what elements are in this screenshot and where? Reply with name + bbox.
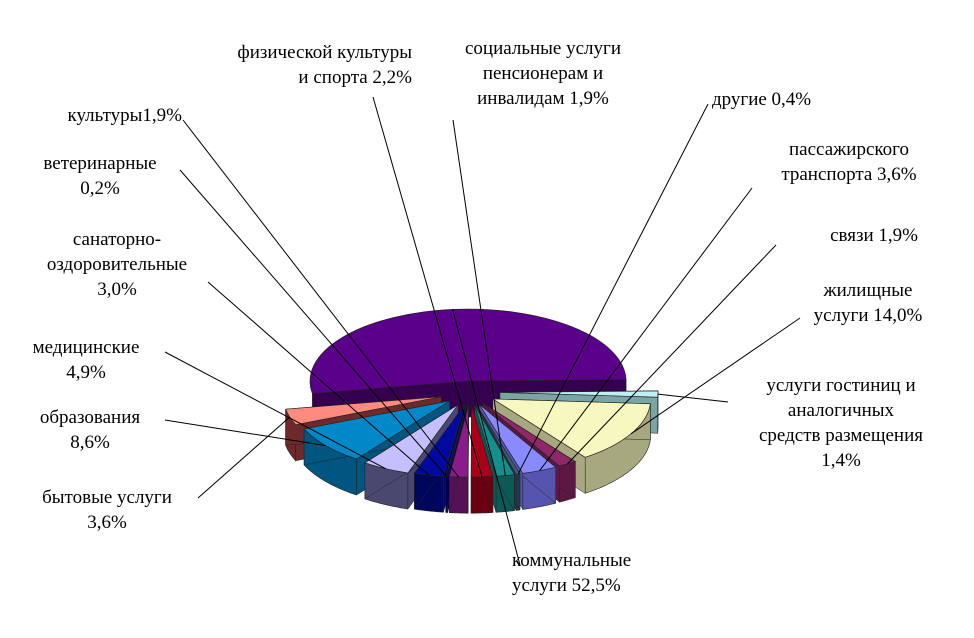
label-passazhirsk: пассажирского транспорта 3,6% bbox=[755, 137, 943, 187]
data-label-line: 4,9% bbox=[66, 362, 106, 383]
leader-line-bytovye bbox=[197, 416, 291, 499]
data-label-line: услуги гостиниц и bbox=[766, 375, 916, 396]
data-label-line: культуры1,9% bbox=[67, 105, 182, 126]
data-label-line: услуги 14,0% bbox=[813, 305, 923, 326]
data-label-line: физической культуры bbox=[237, 42, 412, 63]
slice-svyazi bbox=[482, 402, 577, 467]
data-label-line: инвалидам 1,9% bbox=[477, 88, 609, 109]
leader-line-drugie bbox=[517, 103, 709, 475]
data-label-line: социальные услуги bbox=[464, 38, 621, 59]
leader-line-meditsinskie bbox=[164, 351, 386, 470]
data-label-line: транспорта 3,6% bbox=[781, 164, 917, 185]
leader-line-zhilishchnye bbox=[630, 317, 801, 435]
leader-line-passazhirsk bbox=[539, 187, 753, 472]
label-sanatorno: санаторно-оздоровительные 3,0% bbox=[20, 227, 214, 302]
leader-line-kultura bbox=[182, 119, 459, 478]
leader-line-kommunalnye bbox=[452, 309, 521, 566]
label-svyazi: связи 1,9% bbox=[780, 223, 918, 248]
slice-veterinarnye bbox=[445, 404, 468, 477]
data-label-line: бытовые услуги bbox=[42, 487, 172, 508]
data-label-line: другие 0,4% bbox=[712, 89, 812, 110]
label-sotsialnye: социальные услуги пенсионерам и инвалидам … bbox=[437, 36, 649, 111]
data-label-line: 0,2% bbox=[80, 178, 120, 199]
data-label-line: коммунальные bbox=[512, 550, 632, 571]
leader-line-veterinarnye bbox=[179, 169, 448, 477]
data-label-line: связи 1,9% bbox=[830, 225, 918, 246]
label-meditsinskie: медицинские 4,9% bbox=[6, 335, 166, 385]
label-bytovye: бытовые услуги 3,6% bbox=[18, 485, 196, 535]
label-kultura: культуры1,9% bbox=[20, 103, 182, 128]
data-label-line: санаторно- bbox=[72, 229, 162, 250]
leader-line-fizkultura bbox=[372, 96, 483, 478]
data-label-line: 3,0% bbox=[97, 279, 137, 300]
data-label-line: аналогичных bbox=[787, 400, 895, 421]
leader-line-gostinits bbox=[657, 393, 729, 403]
data-label-line: средств размещения bbox=[758, 425, 923, 446]
leader-line-sanatorno bbox=[207, 281, 430, 476]
data-label-line: медицинские bbox=[32, 337, 140, 358]
data-label-line: оздоровительные bbox=[46, 254, 188, 275]
data-label-line: образования bbox=[39, 407, 141, 428]
data-label-line: пассажирского bbox=[789, 139, 909, 160]
data-label-line: услуги 52,5% bbox=[512, 575, 621, 596]
slice-kultura bbox=[448, 405, 469, 478]
data-label-line: 3,6% bbox=[87, 512, 127, 533]
label-obrazovaniya: образования 8,6% bbox=[20, 405, 160, 455]
label-drugie: другие 0,4% bbox=[712, 87, 811, 112]
data-label-line: и спорта 2,2% bbox=[298, 67, 412, 88]
label-veterinarnye: ветеринарные 0,2% bbox=[20, 151, 180, 201]
label-zhilishchnye: жилищные услуги 14,0% bbox=[794, 278, 942, 328]
leader-line-obrazovaniya bbox=[164, 419, 326, 447]
label-fizkultura: физической культуры и спорта 2,2% bbox=[160, 40, 412, 90]
label-gostinits: услуги гостиниц и аналогичных средств разм… bbox=[730, 373, 952, 473]
data-label-line: ветеринарные bbox=[43, 153, 157, 174]
data-label-line: 8,6% bbox=[70, 432, 110, 453]
label-kommunalnye: коммунальные услуги 52,5% bbox=[512, 548, 631, 598]
data-label-line: пенсионерам и bbox=[482, 63, 604, 84]
leader-line-svyazi bbox=[567, 244, 777, 465]
data-label-line: 1,4% bbox=[821, 450, 861, 471]
leader-line-sotsialnye bbox=[452, 119, 506, 476]
slice-sanatorno bbox=[413, 404, 465, 477]
data-label-line: жилищные bbox=[823, 280, 913, 301]
